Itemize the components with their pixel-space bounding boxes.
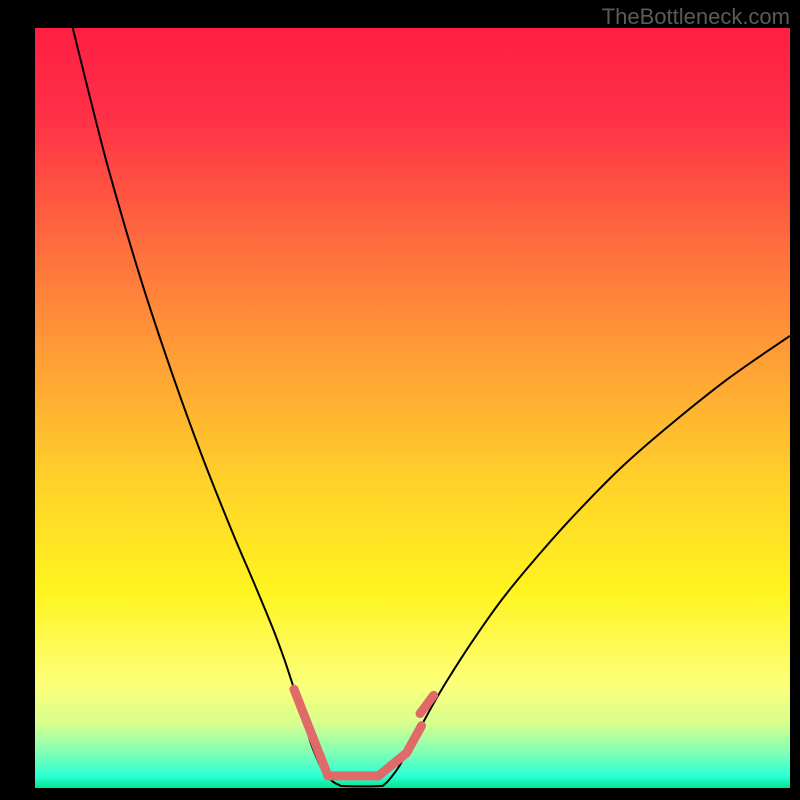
watermark-label: TheBottleneck.com bbox=[602, 4, 790, 30]
plot-svg bbox=[35, 28, 790, 788]
plot-area bbox=[35, 28, 790, 788]
chart-root: TheBottleneck.com bbox=[0, 0, 800, 800]
gradient-background bbox=[35, 28, 790, 788]
